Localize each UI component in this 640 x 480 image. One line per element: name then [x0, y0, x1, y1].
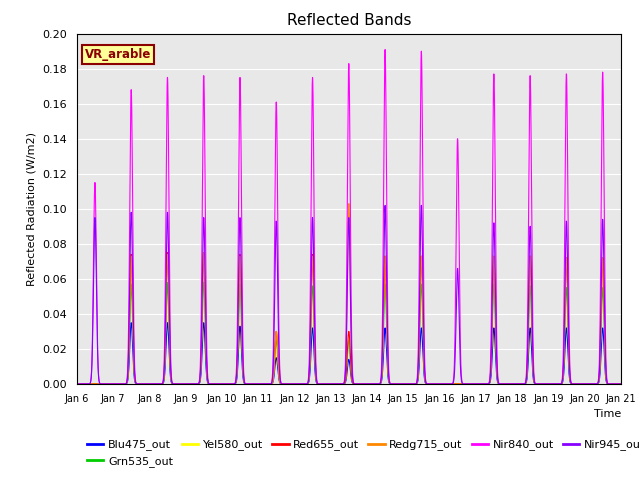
- Grn535_out: [205, 381, 212, 387]
- Redg715_out: [205, 381, 212, 386]
- Nir945_out: [202, 333, 210, 339]
- Blu475_out: [205, 381, 212, 387]
- Nir840_out: [317, 381, 324, 387]
- Nir945_out: [199, 229, 207, 235]
- Legend: Blu475_out, Grn535_out, Yel580_out, Red655_out, Redg715_out, Nir840_out, Nir945_: Blu475_out, Grn535_out, Yel580_out, Red6…: [83, 435, 640, 471]
- Redg715_out: [202, 343, 210, 349]
- Red655_out: [278, 381, 286, 387]
- Yel580_out: [317, 381, 324, 387]
- Redg715_out: [278, 381, 285, 387]
- Nir840_out: [278, 381, 285, 387]
- Nir840_out: [199, 99, 207, 105]
- Nir945_out: [417, 203, 425, 208]
- Blu475_out: [317, 381, 324, 387]
- Nir945_out: [73, 381, 81, 387]
- Blu475_out: [202, 365, 210, 371]
- Redg715_out: [612, 381, 620, 387]
- Line: Nir945_out: Nir945_out: [77, 205, 621, 384]
- Nir945_out: [205, 381, 212, 386]
- Line: Nir840_out: Nir840_out: [77, 49, 621, 384]
- Nir945_out: [278, 381, 285, 387]
- Blu475_out: [612, 381, 620, 387]
- Redg715_out: [617, 381, 625, 387]
- Redg715_out: [73, 381, 81, 387]
- X-axis label: Time: Time: [593, 409, 621, 419]
- Grn535_out: [202, 355, 210, 360]
- Grn535_out: [73, 381, 81, 387]
- Yel580_out: [617, 381, 625, 387]
- Grn535_out: [317, 381, 324, 387]
- Nir840_out: [612, 381, 620, 387]
- Nir840_out: [202, 292, 210, 298]
- Yel580_out: [612, 381, 620, 387]
- Red655_out: [205, 381, 212, 387]
- Red655_out: [73, 381, 81, 387]
- Nir945_out: [617, 381, 625, 387]
- Yel580_out: [278, 381, 286, 387]
- Nir840_out: [381, 47, 389, 52]
- Nir840_out: [73, 381, 81, 387]
- Red655_out: [202, 347, 210, 353]
- Line: Grn535_out: Grn535_out: [77, 282, 621, 384]
- Red655_out: [200, 258, 207, 264]
- Blu475_out: [73, 381, 81, 387]
- Blu475_out: [617, 381, 625, 387]
- Nir840_out: [617, 381, 625, 387]
- Redg715_out: [345, 201, 353, 206]
- Line: Yel580_out: Yel580_out: [77, 252, 621, 384]
- Yel580_out: [73, 381, 81, 387]
- Blu475_out: [127, 320, 135, 325]
- Red655_out: [317, 381, 324, 387]
- Yel580_out: [202, 347, 210, 353]
- Red655_out: [612, 381, 620, 387]
- Grn535_out: [200, 286, 207, 292]
- Nir840_out: [205, 381, 212, 386]
- Line: Blu475_out: Blu475_out: [77, 323, 621, 384]
- Yel580_out: [205, 381, 212, 387]
- Line: Redg715_out: Redg715_out: [77, 204, 621, 384]
- Grn535_out: [164, 279, 172, 285]
- Grn535_out: [617, 381, 625, 387]
- Line: Red655_out: Red655_out: [77, 252, 621, 384]
- Red655_out: [617, 381, 625, 387]
- Nir945_out: [612, 381, 620, 387]
- Nir945_out: [317, 381, 324, 387]
- Blu475_out: [278, 381, 286, 387]
- Blu475_out: [200, 324, 207, 329]
- Grn535_out: [612, 381, 620, 387]
- Redg715_out: [199, 261, 207, 267]
- Yel580_out: [200, 250, 207, 255]
- Yel580_out: [199, 261, 207, 267]
- Redg715_out: [317, 381, 324, 387]
- Y-axis label: Reflected Radiation (W/m2): Reflected Radiation (W/m2): [27, 132, 36, 286]
- Title: Reflected Bands: Reflected Bands: [287, 13, 411, 28]
- Text: VR_arable: VR_arable: [85, 48, 151, 61]
- Grn535_out: [278, 381, 286, 387]
- Red655_out: [164, 250, 172, 255]
